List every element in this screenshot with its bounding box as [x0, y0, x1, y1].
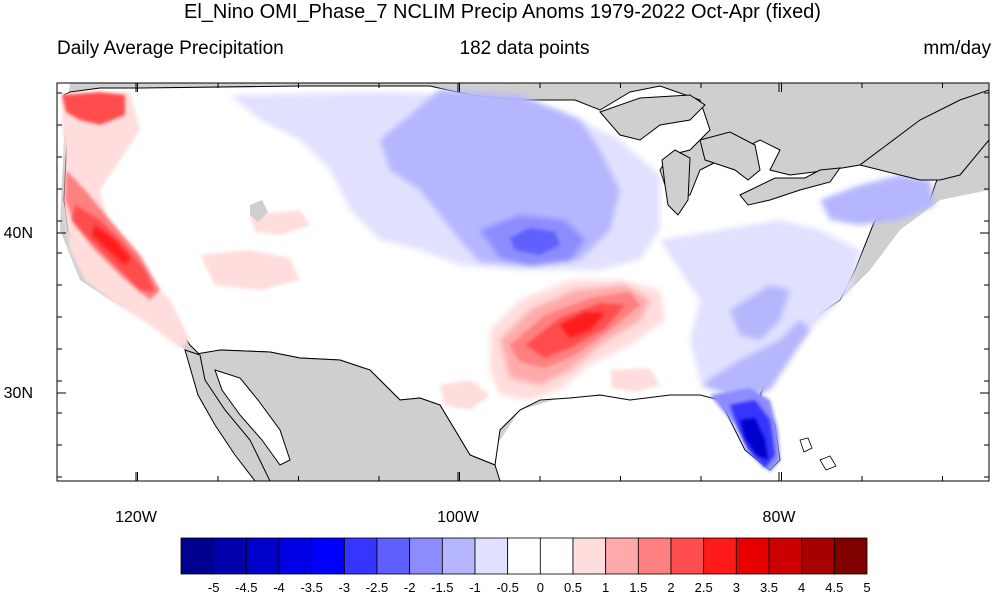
colorbar-swatch	[180, 537, 215, 575]
dry-anomaly-southeast-coast	[700, 320, 810, 400]
colorbar-swatch	[703, 537, 737, 575]
lat-label-40n: 40N	[3, 225, 33, 242]
colorbar-swatch	[245, 537, 280, 575]
colorbar-label: -1.5	[431, 580, 454, 595]
map-plot-area	[57, 83, 989, 481]
wet-anomaly-washington	[62, 92, 125, 125]
dry-anomaly-carolinas	[730, 285, 790, 340]
lon-label-80w: 80W	[762, 509, 796, 526]
colorbar-label: -3.5	[300, 580, 323, 595]
bahamas-islands	[799, 437, 837, 471]
map-ticks	[56, 83, 989, 481]
colorbar-swatch	[735, 537, 770, 575]
wet-anomaly-sierra-core	[92, 225, 130, 265]
lake-michigan	[661, 149, 691, 216]
colorbar-label: -5	[207, 580, 220, 595]
lat-label-30n: 30N	[3, 385, 33, 402]
wet-anomaly-interior-west-2	[250, 210, 310, 235]
colorbar-label: -0.5	[496, 580, 519, 595]
colorbar-label: 1	[602, 580, 610, 595]
colorbar-label: -1	[469, 580, 481, 595]
colorbar-label: 1.5	[629, 580, 648, 595]
colorbar-label: 3.5	[759, 580, 779, 595]
colorbar-label: 0.5	[563, 580, 583, 595]
lake-erie-ontario	[739, 167, 842, 206]
colorbar-label: 5	[863, 580, 871, 595]
colorbar-label: -2.5	[365, 580, 389, 595]
baja-peninsula	[184, 349, 271, 481]
subtitle-units: mm/day	[923, 38, 991, 59]
pacific-ocean	[57, 83, 260, 481]
colorbar-swatch	[376, 537, 411, 575]
map-title: El_Nino OMI_Phase_7 NCLIM Precip Anoms 1…	[184, 1, 821, 23]
lake-huron	[699, 131, 761, 181]
colorbar-label: 0	[536, 580, 544, 595]
colorbar-swatch	[833, 537, 868, 575]
wet-anomaly-core	[560, 312, 605, 338]
map-frame	[56, 82, 990, 482]
colorbar-swatch	[311, 537, 345, 575]
precip-anomaly-shading	[62, 90, 935, 472]
colorbar-swatch	[801, 537, 835, 575]
dry-anomaly-florida-core	[740, 418, 768, 460]
colorbar-swatch	[539, 537, 574, 575]
wet-anomaly-gulf-coast	[440, 380, 490, 410]
colorbar-swatch	[670, 537, 705, 575]
subtitle-left: Daily Average Precipitation	[57, 38, 284, 59]
colorbar-swatch	[441, 537, 476, 575]
lon-label-100w: 100W	[437, 509, 479, 526]
colorbar-label: -2	[403, 580, 416, 595]
colorbar-label: 2.5	[694, 580, 713, 595]
colorbar	[180, 537, 868, 575]
colorbar-swatch	[213, 537, 247, 575]
wet-anomaly-west-broad	[62, 92, 190, 348]
colorbar-swatch	[278, 537, 313, 575]
subtitle-center: 182 data points	[459, 38, 590, 59]
colorbar-swatch	[474, 537, 509, 575]
wet-anomaly-alabama	[610, 368, 660, 392]
colorbar-label: -3	[338, 580, 351, 595]
colorbar-swatch	[343, 537, 378, 575]
colorbar-swatch	[507, 537, 541, 575]
lon-label-120w: 120W	[115, 509, 157, 526]
colorbar-swatch	[605, 537, 639, 575]
gulf-atlantic-ocean	[480, 190, 989, 481]
canada-region	[858, 89, 989, 181]
wet-anomaly-interior-west-1	[200, 250, 300, 290]
colorbar-label: 3	[732, 580, 740, 595]
great-lakes	[599, 94, 706, 141]
colorbar-swatch	[768, 537, 803, 575]
great-salt-lake	[250, 200, 268, 222]
colorbar-swatch	[572, 537, 607, 575]
colorbar-label: -4	[273, 580, 285, 595]
colorbar-swatch	[409, 537, 443, 575]
colorbar-label: 4.5	[825, 580, 844, 595]
colorbar-label: -4.5	[235, 580, 258, 595]
colorbar-label: 4	[798, 580, 806, 595]
dry-anomaly-northeast	[820, 175, 935, 225]
colorbar-swatch	[637, 537, 672, 575]
colorbar-label: 2	[667, 580, 675, 595]
gulf-of-california	[214, 369, 291, 466]
dry-anomaly-core	[510, 228, 560, 255]
